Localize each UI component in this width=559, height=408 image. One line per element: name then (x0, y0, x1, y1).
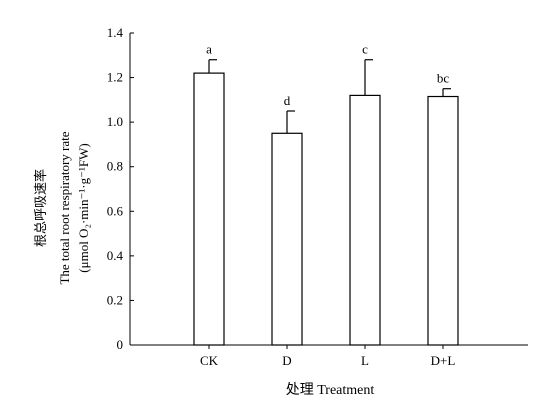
y-axis-label: 根总呼吸速率 The total root respiratory rate (μm… (33, 131, 91, 284)
y-tick-label: 1.2 (107, 70, 123, 85)
bar (427, 95, 459, 346)
significance-label: bc (437, 71, 450, 86)
x-tick-label: D+L (431, 353, 456, 368)
bar (349, 94, 381, 346)
x-tick-label: D (282, 353, 291, 368)
x-tick-label: CK (200, 353, 219, 368)
y-tick-label: 0.2 (107, 292, 123, 307)
bar (193, 72, 225, 346)
bar (271, 132, 303, 346)
y-tick-label: 0.8 (107, 159, 123, 174)
significance-label: d (284, 93, 291, 108)
chart-axes (129, 33, 528, 346)
y-ticks: 0 0.2 0.4 0.6 0.8 1.0 1.2 1.4 (107, 25, 134, 352)
y-axis-label-line: 根总呼吸速率 (33, 169, 48, 247)
y-axis-label-line: (μmol O₂·min⁻¹·g⁻¹FW) (76, 143, 91, 272)
x-tick-label: L (361, 353, 369, 368)
significance-label: c (362, 42, 368, 57)
y-tick-label: 1.4 (107, 25, 124, 40)
y-tick-label: 1.0 (107, 114, 123, 129)
x-axis-label: 处理 Treatment (286, 382, 375, 398)
x-ticks: CK D L D+L (200, 345, 455, 368)
y-tick-label: 0.4 (107, 248, 124, 263)
y-tick-label: 0.6 (107, 203, 124, 218)
y-tick-label: 0 (117, 337, 124, 352)
significance-label: a (206, 42, 212, 57)
bars-group: a d c bc (193, 42, 459, 346)
y-axis-label-line: The total root respiratory rate (57, 131, 72, 284)
